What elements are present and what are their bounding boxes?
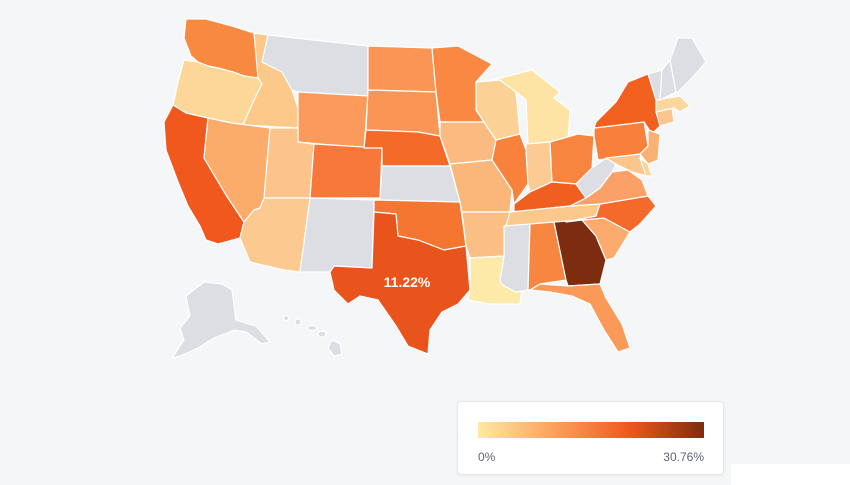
state-CO[interactable] xyxy=(309,143,383,199)
state-MA[interactable] xyxy=(655,95,691,113)
color-legend: 0% 30.76% xyxy=(457,401,724,475)
state-NM[interactable] xyxy=(299,197,375,273)
legend-min-label: 0% xyxy=(478,450,496,464)
state-AR[interactable] xyxy=(461,211,511,259)
hawaii-island-big-island xyxy=(327,339,343,357)
hawaii-island-oahu xyxy=(294,318,302,326)
state-MS[interactable] xyxy=(499,223,531,293)
corner-patch xyxy=(731,464,850,485)
hawaii-island-kauai xyxy=(282,314,290,322)
texas-value-label: 11.22% xyxy=(384,274,431,290)
legend-max-label: 30.76% xyxy=(663,450,704,464)
state-IL[interactable] xyxy=(491,133,529,205)
map-svg: 11.22% xyxy=(163,18,707,359)
state-AK[interactable] xyxy=(171,281,271,359)
state-SD[interactable] xyxy=(365,89,441,137)
state-DE[interactable] xyxy=(639,157,653,177)
state-KS[interactable] xyxy=(379,165,461,203)
state-HI[interactable] xyxy=(282,314,343,357)
states-layer xyxy=(163,18,707,359)
state-ME[interactable] xyxy=(669,37,707,93)
state-TX[interactable] xyxy=(329,211,471,355)
hawaii-island-maui xyxy=(317,330,327,338)
legend-gradient-bar xyxy=(478,422,704,438)
us-choropleth-map: 11.22% xyxy=(163,18,707,359)
state-ND[interactable] xyxy=(367,45,437,93)
state-FL[interactable] xyxy=(529,283,631,353)
hawaii-island-molokai xyxy=(306,324,318,332)
state-WY[interactable] xyxy=(297,91,369,149)
